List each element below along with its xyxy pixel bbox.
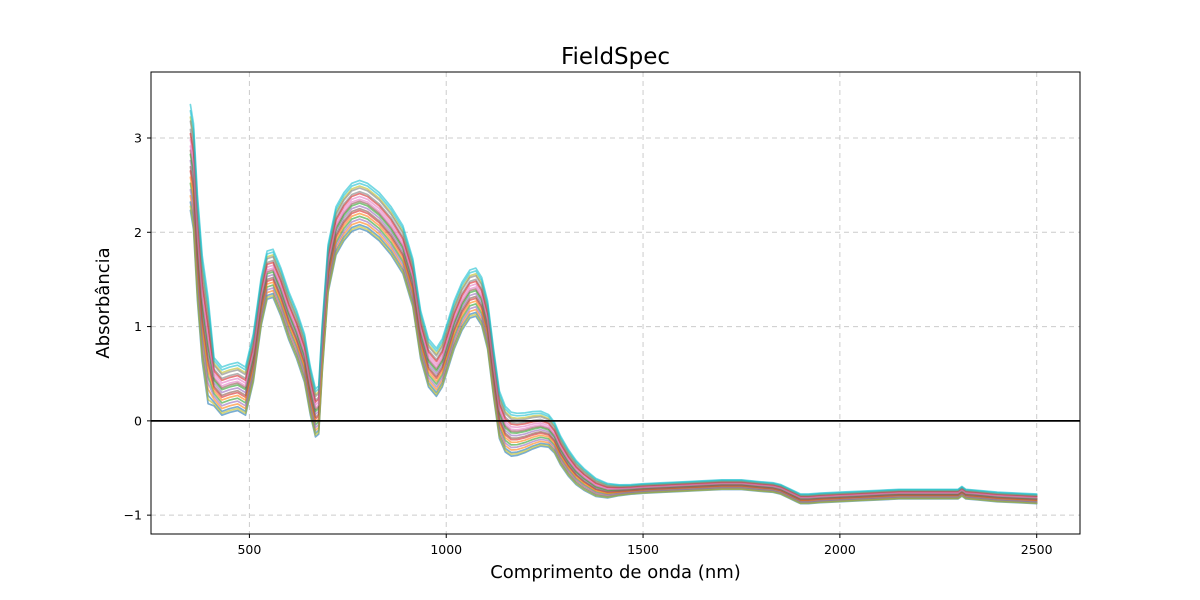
y-tick-label: −1 (124, 508, 142, 523)
y-tick-label: 3 (134, 131, 142, 146)
series-line (189, 149, 1038, 500)
series-line (189, 145, 1038, 499)
x-tick-label: 2000 (824, 542, 856, 557)
x-tick-label: 1000 (430, 542, 462, 557)
series-group (189, 103, 1038, 505)
series-line (189, 159, 1038, 500)
y-axis-title: Absorbância (93, 247, 114, 358)
series-line (189, 188, 1038, 503)
series-line (189, 166, 1038, 501)
y-tick-label: 0 (134, 413, 142, 428)
series-line (189, 132, 1038, 498)
series-line (189, 116, 1038, 497)
series-line (189, 176, 1038, 502)
x-axis-title: Comprimento de onda (nm) (490, 562, 741, 583)
series-line (189, 170, 1038, 501)
x-tick-label: 1500 (627, 542, 659, 557)
x-tick-label: 500 (237, 542, 261, 557)
series-line (189, 120, 1038, 497)
plot-frame (150, 71, 1081, 535)
series-line (189, 139, 1038, 499)
y-tick-label: 1 (134, 319, 142, 334)
series-line (189, 109, 1038, 496)
series-line (189, 128, 1038, 498)
series-line (189, 209, 1038, 505)
series-line (189, 201, 1038, 504)
series-line (189, 182, 1038, 503)
axis-ticks: 500 1000 1500 2000 2500 −1 0 1 2 3 (124, 131, 1053, 558)
y-tick-label: 2 (134, 225, 142, 240)
x-tick-label: 2500 (1021, 542, 1053, 557)
series-line (189, 195, 1038, 504)
series-line (189, 205, 1038, 505)
chart-title: FieldSpec (561, 44, 670, 70)
